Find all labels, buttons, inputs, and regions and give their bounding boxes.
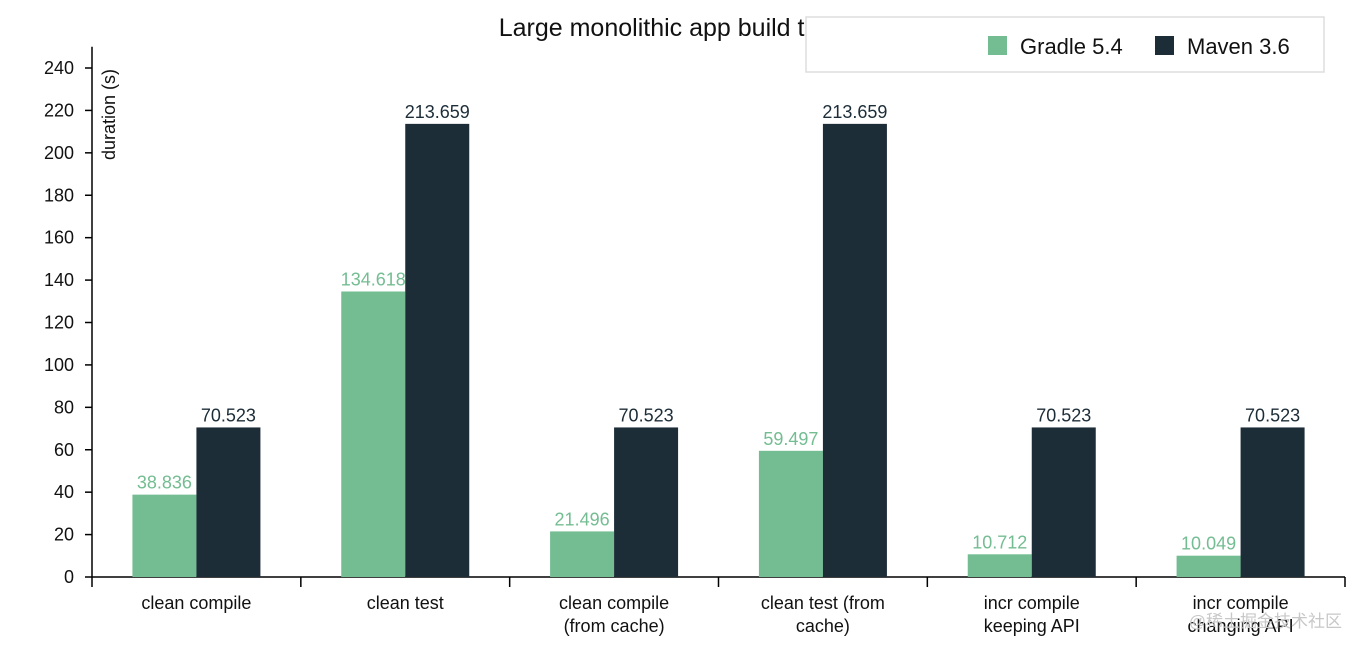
data-label: 59.497	[763, 429, 818, 449]
y-axis-label: duration (s)	[99, 69, 119, 160]
x-tick-label-line: changing API	[1188, 616, 1294, 636]
bar	[822, 123, 887, 577]
legend-swatch	[1155, 36, 1174, 55]
y-tick-label: 180	[44, 185, 74, 205]
x-tick-label: clean test	[367, 593, 444, 613]
x-tick-label: clean compile	[141, 593, 251, 613]
y-tick-label: 160	[44, 228, 74, 248]
data-label: 38.836	[137, 473, 192, 493]
bar	[132, 494, 197, 577]
x-axis: clean compile clean test clean compile (fro…	[91, 576, 1346, 636]
data-label: 134.618	[341, 269, 406, 289]
y-tick-label: 220	[44, 100, 74, 120]
y-tick-label: 200	[44, 143, 74, 163]
y-axis: 0 20 40 60 80 100 120 140 160 180 200 220 240	[44, 46, 93, 587]
bar	[196, 427, 261, 577]
data-label: 10.712	[972, 532, 1027, 552]
y-tick-label: 120	[44, 313, 74, 333]
x-tick-label-line: clean compile	[559, 593, 669, 613]
watermark: @稀土掘金技术社区	[1189, 612, 1342, 631]
bar	[405, 123, 470, 577]
y-tick-label: 80	[54, 397, 74, 417]
y-tick-label: 140	[44, 270, 74, 290]
data-label: 213.659	[405, 102, 470, 122]
data-label: 10.049	[1181, 534, 1236, 554]
x-tick-label: clean test (from cache)	[761, 593, 885, 636]
data-label: 70.523	[1036, 405, 1091, 425]
data-label: 213.659	[822, 102, 887, 122]
data-label: 21.496	[555, 509, 610, 529]
y-tick-label: 240	[44, 58, 74, 78]
legend-entry: Maven 3.6	[1187, 34, 1290, 59]
x-tick-label-line: clean test	[367, 593, 444, 613]
bar	[341, 291, 406, 577]
x-tick-label-line: keeping API	[984, 616, 1080, 636]
bar	[967, 554, 1032, 577]
data-label: 70.523	[201, 405, 256, 425]
y-tick-label: 60	[54, 440, 74, 460]
y-tick-label: 40	[54, 482, 74, 502]
y-tick-label: 0	[64, 567, 74, 587]
data-label: 70.523	[619, 405, 674, 425]
legend-entry: Gradle 5.4	[1020, 34, 1123, 59]
legend-box	[805, 16, 1325, 73]
x-tick-label-line: incr compile	[984, 593, 1080, 613]
bar	[1176, 555, 1241, 577]
x-tick-label-line: incr compile	[1193, 593, 1289, 613]
x-tick-label: clean compile (from cache)	[559, 593, 669, 636]
y-tick-label: 100	[44, 355, 74, 375]
bar	[1240, 427, 1305, 577]
bars	[132, 123, 1305, 577]
x-tick-label-line: (from cache)	[564, 616, 665, 636]
bar	[550, 531, 615, 577]
legend-swatch	[988, 36, 1007, 55]
data-label: 70.523	[1245, 405, 1300, 425]
x-tick-label: incr compile keeping API	[984, 593, 1080, 636]
x-tick-label-line: clean compile	[141, 593, 251, 613]
x-tick-label-line: cache)	[796, 616, 850, 636]
x-tick-label-line: clean test (from	[761, 593, 885, 613]
y-tick-label: 20	[54, 525, 74, 545]
bar	[1031, 427, 1096, 577]
bar	[758, 450, 823, 577]
chart-title: Large monolithic app build times	[499, 14, 858, 42]
value-labels: 38.836 70.523 134.618 213.659 21.496 70.523 59…	[137, 102, 1300, 554]
x-tick-label: incr compile changing API	[1188, 593, 1294, 636]
legend: Gradle 5.4 Maven 3.6	[805, 16, 1325, 73]
bar	[614, 427, 679, 577]
